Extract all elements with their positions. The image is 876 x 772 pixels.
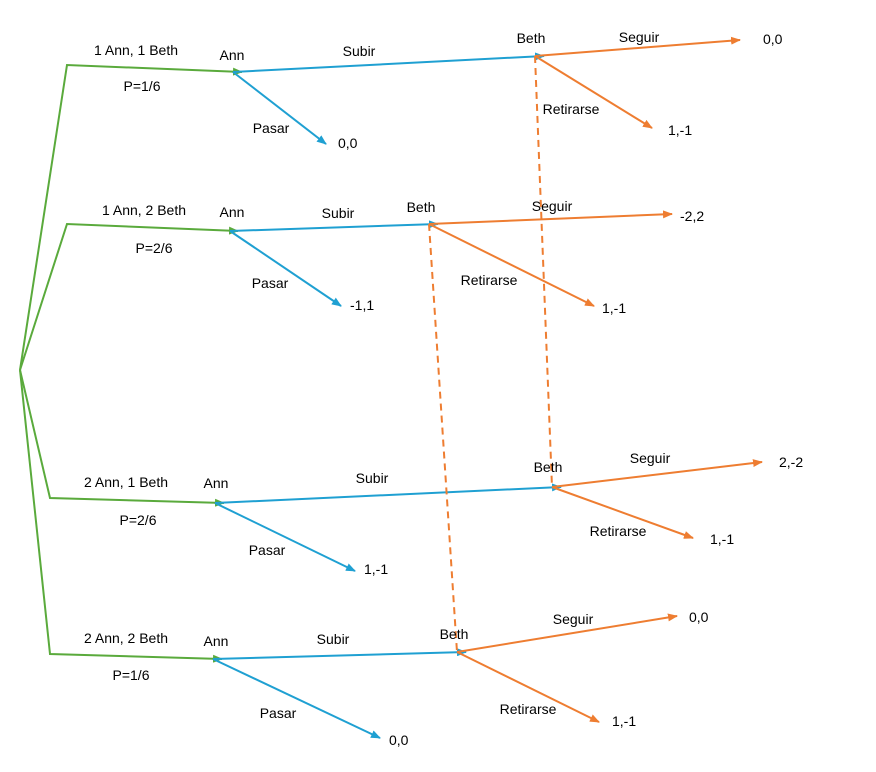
probability-label: P=1/6 <box>124 78 161 94</box>
pass-payoff: 0,0 <box>338 135 358 151</box>
info-set-beth-low <box>534 55 553 488</box>
call-edge-4 <box>456 613 678 653</box>
fold-label: Retirarse <box>461 272 518 288</box>
raise-label: Subir <box>343 43 376 59</box>
pass-label: Pasar <box>260 705 297 721</box>
ann-node-label: Ann <box>220 204 245 220</box>
pass-label: Pasar <box>253 120 290 136</box>
raise-edge-1 <box>232 52 545 73</box>
fold-edge-2 <box>428 223 595 307</box>
call-label: Seguir <box>532 198 573 214</box>
raise-label: Subir <box>317 631 350 647</box>
raise-label: Subir <box>322 205 355 221</box>
call-payoff: 2,-2 <box>779 454 803 470</box>
fold-payoff: 1,-1 <box>668 122 692 138</box>
pass-label: Pasar <box>252 275 289 291</box>
raise-edge-2 <box>229 220 439 232</box>
raise-label: Subir <box>356 470 389 486</box>
ann-edges <box>212 52 562 739</box>
call-payoff: 0,0 <box>763 31 783 47</box>
fold-edge-3 <box>551 486 694 539</box>
fold-edge-1 <box>534 55 653 129</box>
pass-label: Pasar <box>249 542 286 558</box>
chance-edge-4 <box>19 369 223 663</box>
fold-payoff: 1,-1 <box>602 300 626 316</box>
branch-3-labels: 2 Ann, 1 Beth P=2/6 Ann Subir Pasar 1,-1… <box>84 450 803 577</box>
branch-4-labels: 2 Ann, 2 Beth P=1/6 Ann Subir Pasar 0,0 … <box>84 609 709 748</box>
ann-node-label: Ann <box>220 47 245 63</box>
beth-node-label: Beth <box>440 626 469 642</box>
call-label: Seguir <box>619 29 660 45</box>
fold-label: Retirarse <box>543 101 600 117</box>
beth-node-label: Beth <box>407 199 436 215</box>
pass-edge-3 <box>214 502 356 572</box>
fold-payoff: 1,-1 <box>710 531 734 547</box>
pass-payoff: -1,1 <box>350 297 374 313</box>
fold-label: Retirarse <box>590 523 647 539</box>
beth-edges <box>428 36 763 723</box>
deal-label: 1 Ann, 1 Beth <box>94 42 178 58</box>
fold-label: Retirarse <box>500 701 557 717</box>
chance-edge-3 <box>19 369 225 507</box>
call-edge-1 <box>534 36 741 57</box>
pass-edge-2 <box>229 230 342 307</box>
deal-label: 2 Ann, 2 Beth <box>84 630 168 646</box>
ann-node-label: Ann <box>204 633 229 649</box>
pass-edge-4 <box>212 658 381 739</box>
call-edge-3 <box>551 459 763 488</box>
ann-node-label: Ann <box>204 475 229 491</box>
information-sets <box>428 55 553 653</box>
chance-edge-2 <box>19 222 239 371</box>
pass-edge-1 <box>232 71 327 145</box>
call-payoff: 0,0 <box>689 609 709 625</box>
branch-2-labels: 1 Ann, 2 Beth P=2/6 Ann Subir Pasar -1,1… <box>102 198 704 316</box>
call-edge-2 <box>428 210 673 225</box>
info-set-beth-high <box>428 223 458 653</box>
beth-node-label: Beth <box>517 30 546 46</box>
chance-edge-1 <box>19 63 243 371</box>
probability-label: P=2/6 <box>120 512 157 528</box>
branch-1-labels: 1 Ann, 1 Beth P=1/6 Ann Subir Pasar 0,0 … <box>94 29 783 151</box>
raise-edge-4 <box>212 648 467 660</box>
fold-payoff: 1,-1 <box>612 713 636 729</box>
raise-edge-3 <box>214 483 562 504</box>
beth-node-label: Beth <box>534 459 563 475</box>
deal-label: 2 Ann, 1 Beth <box>84 474 168 490</box>
call-label: Seguir <box>630 450 671 466</box>
pass-payoff: 1,-1 <box>364 561 388 577</box>
probability-label: P=2/6 <box>136 240 173 256</box>
chance-edges <box>19 63 243 663</box>
fold-edge-4 <box>456 651 600 723</box>
call-label: Seguir <box>553 611 594 627</box>
probability-label: P=1/6 <box>113 667 150 683</box>
pass-payoff: 0,0 <box>389 732 409 748</box>
deal-label: 1 Ann, 2 Beth <box>102 202 186 218</box>
call-payoff: -2,2 <box>680 208 704 224</box>
